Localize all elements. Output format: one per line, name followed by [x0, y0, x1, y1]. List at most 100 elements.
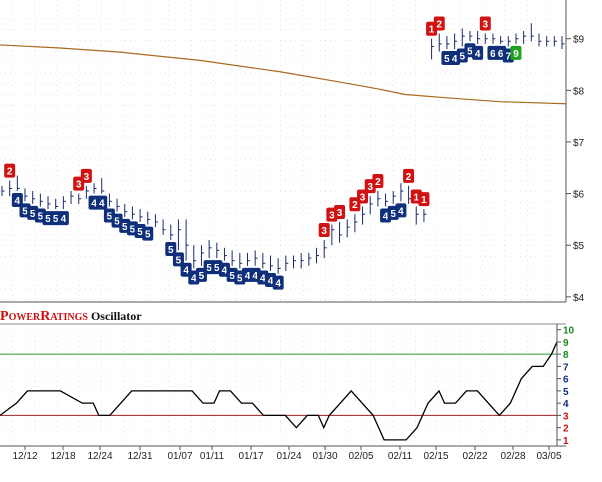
- price-bar: [177, 219, 181, 251]
- svg-text:4: 4: [268, 276, 274, 287]
- osc-tick-label: 7: [563, 362, 569, 373]
- svg-text:4: 4: [191, 273, 197, 284]
- svg-text:3: 3: [321, 226, 327, 237]
- date-tick-label: 01/30: [312, 451, 337, 462]
- price-bar: [316, 247, 320, 264]
- osc-tick-label: 4: [563, 399, 569, 410]
- svg-text:2: 2: [375, 177, 381, 188]
- price-bar: [1, 185, 5, 197]
- price-bars-layer: [1, 23, 565, 274]
- svg-text:2: 2: [406, 172, 412, 183]
- date-tick-label: 12/18: [50, 451, 75, 462]
- rating-badge: 4: [472, 45, 484, 60]
- price-bar: [16, 175, 20, 192]
- oscillator-level-lines: [0, 353, 557, 416]
- svg-text:4: 4: [383, 211, 389, 222]
- date-tick-label: 02/11: [388, 451, 413, 462]
- svg-text:5: 5: [199, 271, 205, 282]
- price-bar: [561, 36, 565, 50]
- svg-text:4: 4: [452, 54, 458, 65]
- svg-text:3: 3: [360, 192, 366, 203]
- price-bar: [484, 33, 488, 44]
- price-bar: [530, 23, 534, 42]
- date-tick-label: 01/11: [200, 451, 225, 462]
- rating-badge: 4: [11, 193, 23, 208]
- date-tick-label: 01/07: [167, 451, 192, 462]
- svg-text:5: 5: [206, 263, 212, 274]
- date-tick-label: 12/31: [127, 451, 152, 462]
- svg-text:5: 5: [214, 263, 220, 274]
- osc-tick-label: 6: [563, 375, 569, 386]
- osc-tick-label: 3: [563, 411, 569, 422]
- svg-text:5: 5: [229, 271, 235, 282]
- price-bar: [223, 247, 227, 261]
- price-bar: [546, 36, 550, 47]
- svg-text:4: 4: [245, 271, 251, 282]
- svg-text:5: 5: [45, 214, 51, 225]
- osc-tick-label: 9: [563, 338, 569, 349]
- price-tick-label: $9: [573, 35, 585, 46]
- svg-text:4: 4: [61, 214, 67, 225]
- svg-text:1: 1: [413, 192, 419, 203]
- svg-text:6: 6: [498, 49, 504, 60]
- svg-text:4: 4: [99, 199, 105, 210]
- svg-text:4: 4: [183, 266, 189, 277]
- svg-text:5: 5: [145, 230, 151, 241]
- price-bar: [293, 255, 297, 269]
- price-bar: [39, 193, 43, 207]
- svg-text:3: 3: [84, 172, 90, 183]
- rating-badge: 5: [172, 252, 184, 267]
- date-tick-label: 02/22: [462, 451, 487, 462]
- price-bar: [47, 196, 51, 210]
- svg-text:4: 4: [252, 271, 258, 282]
- svg-text:5: 5: [53, 214, 59, 225]
- rating-badge: 3: [318, 223, 330, 238]
- title-power-rest: OWER: [9, 312, 41, 323]
- rating-badge: 4: [272, 275, 284, 290]
- price-bar: [323, 240, 327, 259]
- price-bar: [385, 193, 389, 207]
- svg-text:3: 3: [76, 180, 82, 191]
- price-bar: [515, 33, 519, 44]
- price-bar: [277, 258, 281, 274]
- price-bar: [423, 209, 427, 222]
- price-bar: [354, 214, 358, 233]
- rating-badge: 9: [510, 45, 522, 60]
- rating-badge: 2: [4, 163, 16, 178]
- rating-badge: 4: [57, 211, 69, 226]
- price-bar: [469, 30, 473, 42]
- price-bar: [362, 206, 366, 225]
- svg-text:5: 5: [38, 211, 44, 222]
- rating-badge: 4: [395, 203, 407, 218]
- price-tick-label: $6: [573, 190, 585, 201]
- osc-tick-label: 1: [563, 436, 569, 447]
- price-bar: [108, 193, 112, 207]
- svg-text:4: 4: [222, 266, 228, 277]
- price-bar: [346, 219, 350, 238]
- svg-text:4: 4: [275, 279, 281, 290]
- date-tick-label: 01/17: [238, 451, 263, 462]
- rating-badge: 5: [165, 242, 177, 257]
- price-bar: [246, 252, 250, 266]
- price-bar: [239, 252, 243, 269]
- rating-badge: 5: [142, 226, 154, 241]
- rating-badge: 2: [372, 174, 384, 189]
- svg-text:2: 2: [436, 20, 442, 31]
- price-bar: [269, 255, 273, 272]
- svg-text:3: 3: [329, 211, 335, 222]
- price-bar: [9, 180, 13, 197]
- price-bar: [507, 36, 511, 47]
- oscillator-line-layer: [0, 341, 558, 441]
- price-bar: [55, 198, 59, 210]
- svg-text:5: 5: [444, 54, 450, 65]
- svg-text:6: 6: [490, 49, 496, 60]
- svg-text:3: 3: [337, 208, 343, 219]
- price-bar: [339, 221, 343, 243]
- svg-text:4: 4: [398, 206, 404, 217]
- price-bar: [101, 178, 105, 194]
- svg-text:9: 9: [513, 49, 519, 60]
- osc-tick-label: 2: [563, 424, 569, 435]
